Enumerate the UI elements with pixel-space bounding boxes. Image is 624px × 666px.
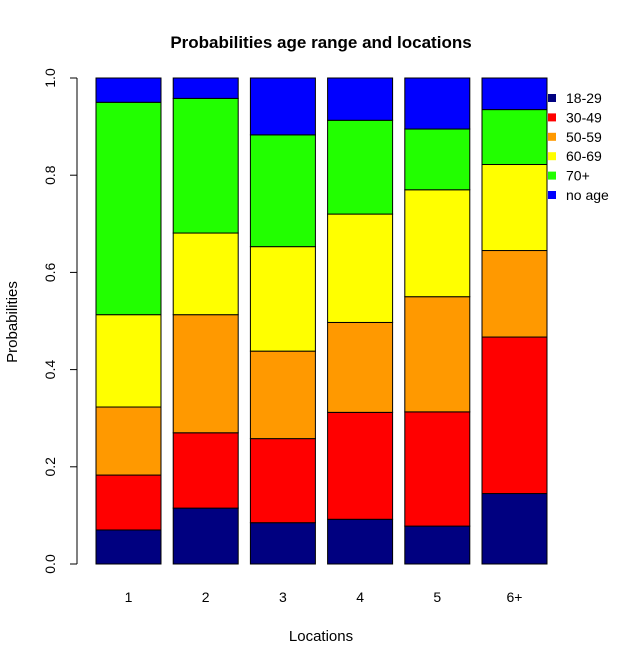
- legend-swatch: [548, 94, 556, 102]
- x-tick-label: 6+: [507, 589, 523, 605]
- bar-segment: [327, 411, 394, 520]
- bar-segment: [172, 77, 239, 99]
- bar-segment: [481, 109, 548, 166]
- bar-segment: [249, 522, 316, 565]
- bar-segment: [481, 250, 548, 338]
- bar-segment: [95, 77, 162, 103]
- x-tick-label: 5: [433, 589, 441, 605]
- y-tick-label: 0.4: [42, 360, 58, 380]
- y-tick-label: 0.8: [42, 165, 58, 185]
- bar-segment: [249, 134, 316, 248]
- bar-segment: [249, 438, 316, 524]
- legend-label: 18-29: [566, 90, 602, 106]
- bar-segment: [327, 119, 394, 215]
- legend: 18-29 30-49 50-59 60-69 70+ no age: [548, 90, 609, 203]
- bar-segment: [404, 296, 471, 413]
- y-tick-label: 1.0: [42, 68, 58, 88]
- bar-segment: [95, 474, 162, 531]
- bar-segment: [481, 336, 548, 495]
- bar-segment: [327, 518, 394, 565]
- legend-swatch: [548, 171, 556, 180]
- bar-segment: [95, 406, 162, 476]
- legend-label: 60-69: [566, 148, 602, 164]
- bar-segment: [172, 314, 239, 434]
- y-axis: 0.0 0.2 0.4 0.6 0.8 1.0: [42, 68, 78, 574]
- bar-segment: [95, 314, 162, 408]
- bar-segment: [404, 189, 471, 298]
- y-tick-label: 0.6: [42, 262, 58, 282]
- x-tick-label: 2: [202, 589, 210, 605]
- bar-segment: [481, 164, 548, 252]
- bar-segment: [327, 213, 394, 323]
- x-tick-labels: 1 2 3 4 5 6+: [125, 589, 523, 605]
- x-tick-label: 3: [279, 589, 287, 605]
- legend-swatch: [548, 132, 556, 141]
- legend-swatch: [548, 152, 556, 161]
- x-tick-label: 1: [125, 589, 133, 605]
- bar-segment: [404, 128, 471, 191]
- y-tick-label: 0.2: [42, 457, 58, 477]
- bar-segment: [404, 525, 471, 565]
- legend-swatch: [548, 191, 556, 199]
- bar-segment: [249, 246, 316, 352]
- bar-segment: [327, 77, 394, 121]
- bar-segment: [172, 432, 239, 509]
- bar-segment: [172, 97, 239, 234]
- legend-label: no age: [566, 187, 609, 203]
- legend-label: 70+: [566, 168, 590, 184]
- y-axis-label: Probabilities: [4, 281, 21, 363]
- bar-segment: [172, 507, 239, 565]
- chart-title: Probabilities age range and locations: [170, 33, 471, 52]
- bars: [95, 77, 548, 565]
- y-tick-label: 0.0: [42, 554, 58, 574]
- x-axis-label: Locations: [289, 628, 353, 645]
- bar-segment: [404, 411, 471, 527]
- bar-segment: [404, 77, 471, 130]
- bar-segment: [481, 77, 548, 111]
- bar-segment: [327, 321, 394, 413]
- legend-label: 50-59: [566, 129, 602, 145]
- bar-segment: [172, 232, 239, 316]
- bar-segment: [95, 101, 162, 316]
- legend-swatch: [548, 113, 556, 122]
- bar-segment: [481, 493, 548, 565]
- legend-label: 30-49: [566, 109, 602, 125]
- bar-segment: [249, 77, 316, 136]
- x-tick-label: 4: [356, 589, 364, 605]
- bar-segment: [249, 350, 316, 440]
- bar-segment: [95, 529, 162, 565]
